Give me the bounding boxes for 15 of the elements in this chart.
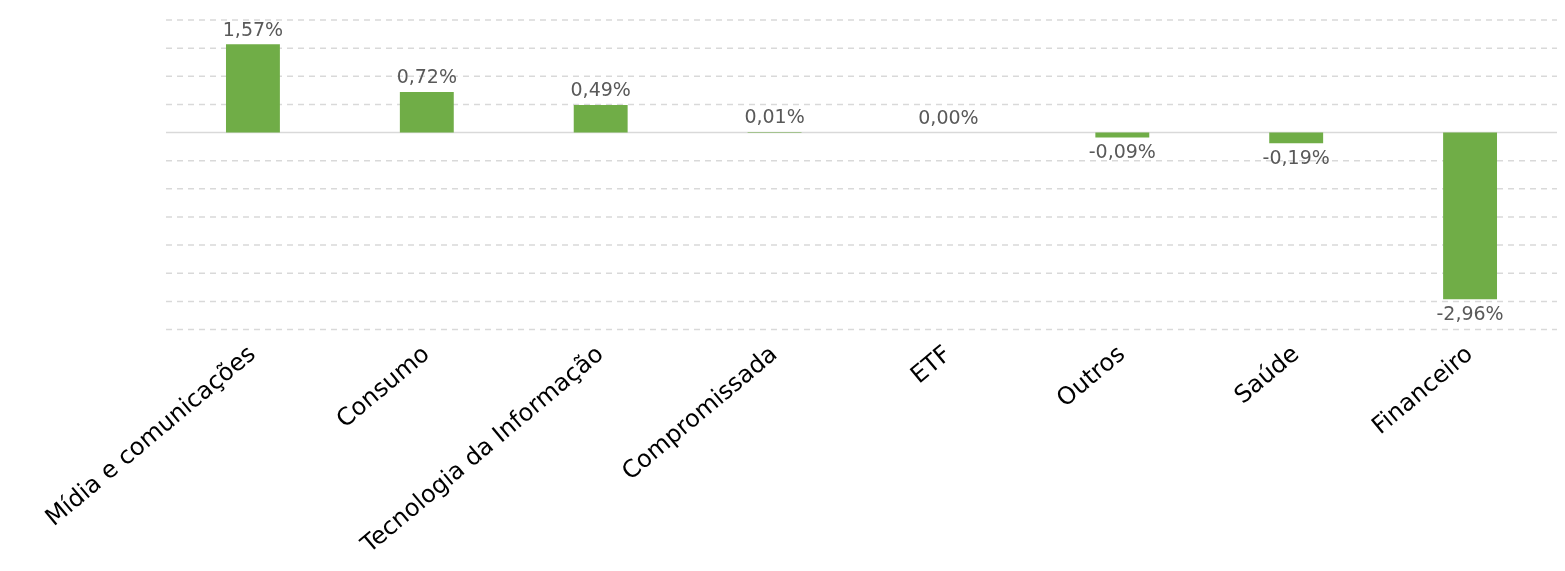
data-label: -0,19% (1262, 145, 1330, 168)
bar (399, 92, 454, 133)
x-tick-label: ETF (904, 339, 957, 389)
data-label: 0,01% (744, 105, 805, 128)
data-label: 0,00% (918, 105, 979, 128)
bar (1269, 132, 1324, 144)
data-label: -2,96% (1436, 301, 1504, 324)
data-label: 0,49% (570, 78, 631, 101)
data-label: -0,09% (1088, 140, 1156, 163)
bar (1443, 132, 1498, 300)
bar (1095, 132, 1150, 138)
bar (573, 104, 628, 133)
bar (225, 44, 280, 133)
data-label: 0,72% (396, 65, 457, 88)
data-label: 1,57% (222, 17, 284, 40)
